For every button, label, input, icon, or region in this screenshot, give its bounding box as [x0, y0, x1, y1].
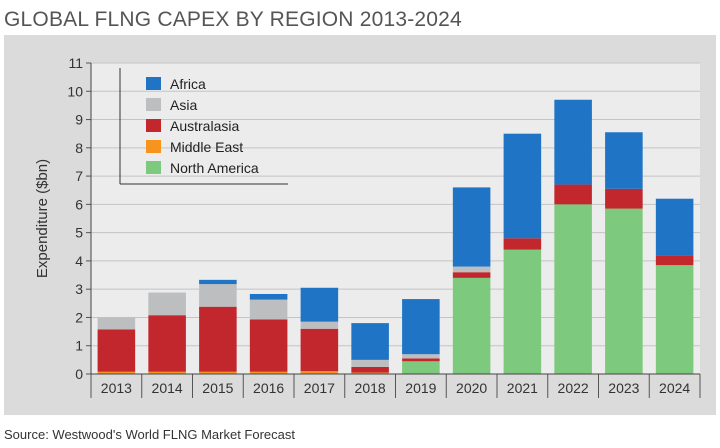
legend-swatch-asia: [146, 98, 161, 111]
bar-2024-north-america: [655, 265, 694, 374]
legend-label-middle-east: Middle East: [170, 139, 243, 155]
x-tick-label-2017: 2017: [304, 380, 335, 396]
y-tick-label-7: 7: [75, 168, 83, 184]
bar-2024-australasia: [655, 255, 694, 266]
legend-label-africa: Africa: [170, 76, 206, 92]
bar-2023-africa: [605, 132, 643, 189]
bar-2016-middle-east: [249, 371, 288, 374]
x-tick-label-2014: 2014: [152, 380, 183, 396]
y-tick-label-4: 4: [75, 253, 83, 269]
bar-2021-north-america: [503, 249, 542, 374]
legend-swatch-middle-east: [146, 140, 161, 153]
x-tick-label-2024: 2024: [659, 380, 690, 396]
bar-2022-africa: [554, 99, 592, 185]
bar-2020-north-america: [452, 277, 491, 374]
bar-2015-asia: [199, 284, 237, 307]
x-tick-label-2015: 2015: [202, 380, 233, 396]
chart-title: GLOBAL FLNG CAPEX BY REGION 2013-2024: [4, 8, 462, 31]
bar-2013-middle-east: [97, 371, 136, 374]
y-tick-label-3: 3: [75, 281, 83, 297]
bar-2022-north-america: [554, 204, 592, 374]
x-tick-label-2013: 2013: [101, 380, 132, 396]
bar-2021-australasia: [503, 238, 542, 250]
bar-2016-asia: [249, 299, 288, 320]
y-tick-label-9: 9: [75, 112, 83, 128]
plot-area: [91, 63, 700, 374]
bar-2020-asia: [452, 266, 491, 273]
bar-2016-australasia: [249, 319, 288, 372]
bar-2019-australasia: [402, 358, 440, 362]
bar-2015-africa: [199, 279, 237, 285]
x-tick-label-2022: 2022: [558, 380, 589, 396]
chart-panel: 0 1 2 3 4 5 6 7 8 9 10 11 Expenditure ($bn) 2013 2014 2…: [4, 35, 716, 415]
bar-2018-asia: [351, 359, 389, 367]
legend-swatch-australasia: [146, 119, 161, 132]
bar-2018-middle-east: [351, 372, 389, 374]
x-tick-label-2020: 2020: [456, 380, 487, 396]
bar-2017-africa: [300, 287, 339, 322]
y-tick-label-10: 10: [67, 83, 83, 99]
source-note: Source: Westwood's World FLNG Market For…: [4, 427, 295, 442]
y-tick-label-6: 6: [75, 196, 83, 212]
bar-2013-australasia: [97, 329, 136, 372]
bar-2015-australasia: [199, 306, 237, 372]
bar-2015-middle-east: [199, 371, 237, 374]
bar-2014-middle-east: [148, 371, 186, 374]
x-tick-label-2023: 2023: [608, 380, 639, 396]
y-tick-label-11: 11: [68, 55, 83, 71]
bar-2024-africa: [655, 198, 694, 256]
legend-label-north-america: North America: [170, 160, 259, 176]
y-tick-label-1: 1: [75, 338, 83, 354]
y-tick-label-2: 2: [75, 309, 83, 325]
bar-2018-africa: [351, 323, 389, 360]
bar-2017-middle-east: [300, 371, 339, 374]
bar-2021-africa: [503, 133, 542, 239]
bar-2023-north-america: [605, 208, 643, 374]
bar-2016-africa: [249, 293, 288, 300]
legend-label-asia: Asia: [170, 97, 197, 113]
bar-2014-australasia: [148, 315, 186, 372]
legend-label-australasia: Australasia: [170, 118, 239, 134]
stacked-bar-chart: 0 1 2 3 4 5 6 7 8 9 10 11 Expenditure ($bn) 2013 2014 2…: [34, 55, 701, 398]
bar-2020-australasia: [452, 272, 491, 278]
bar-2019-north-america: [402, 361, 440, 374]
bar-2023-australasia: [605, 188, 643, 209]
x-tick-label-2016: 2016: [253, 380, 284, 396]
x-tick-label-2018: 2018: [355, 380, 386, 396]
bar-2014-asia: [148, 292, 186, 316]
y-tick-label-0: 0: [75, 366, 83, 382]
y-axis-label: Expenditure ($bn): [34, 159, 51, 278]
legend-swatch-africa: [146, 77, 161, 90]
x-tick-label-2019: 2019: [405, 380, 436, 396]
bar-2020-africa: [452, 187, 491, 267]
x-tick-label-2021: 2021: [507, 380, 538, 396]
y-tick-label-8: 8: [75, 140, 83, 156]
bar-2022-australasia: [554, 184, 592, 205]
bar-2019-asia: [402, 354, 440, 359]
bar-2018-australasia: [351, 366, 389, 373]
legend-swatch-north-america: [146, 161, 161, 174]
bar-2017-asia: [300, 321, 339, 329]
bar-2013-asia: [97, 317, 136, 330]
y-tick-label-5: 5: [75, 225, 83, 241]
bar-2017-australasia: [300, 328, 339, 372]
bar-2019-africa: [402, 299, 440, 355]
